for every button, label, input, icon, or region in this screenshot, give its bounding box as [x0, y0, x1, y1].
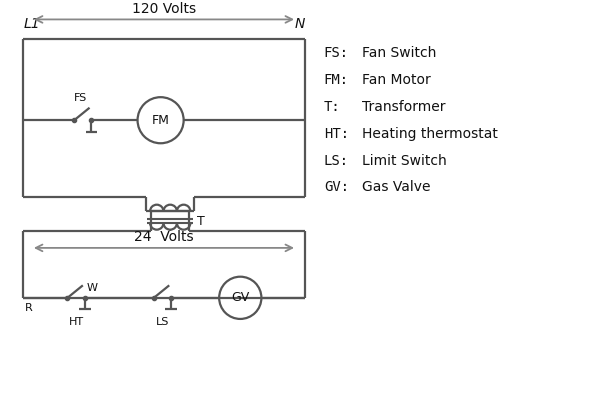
- Text: LS:: LS:: [324, 154, 349, 168]
- Text: Heating thermostat: Heating thermostat: [362, 127, 498, 141]
- Text: W: W: [87, 283, 98, 293]
- Text: FM:: FM:: [324, 73, 349, 87]
- Text: Limit Switch: Limit Switch: [362, 154, 447, 168]
- Text: Fan Switch: Fan Switch: [362, 46, 437, 60]
- Text: T:: T:: [324, 100, 340, 114]
- Text: HT:: HT:: [324, 127, 349, 141]
- Text: T: T: [197, 214, 205, 228]
- Text: GV: GV: [231, 291, 250, 304]
- Text: FS:: FS:: [324, 46, 349, 60]
- Text: 24  Volts: 24 Volts: [134, 230, 194, 244]
- Text: Fan Motor: Fan Motor: [362, 73, 431, 87]
- Text: GV:: GV:: [324, 180, 349, 194]
- Text: FM: FM: [152, 114, 169, 127]
- Text: N: N: [294, 17, 304, 31]
- Text: HT: HT: [68, 317, 84, 327]
- Text: Gas Valve: Gas Valve: [362, 180, 431, 194]
- Text: FS: FS: [74, 93, 87, 103]
- Text: 120 Volts: 120 Volts: [132, 2, 196, 16]
- Text: Transformer: Transformer: [362, 100, 445, 114]
- Text: LS: LS: [156, 317, 169, 327]
- Text: L1: L1: [24, 17, 40, 31]
- Text: R: R: [25, 303, 33, 313]
